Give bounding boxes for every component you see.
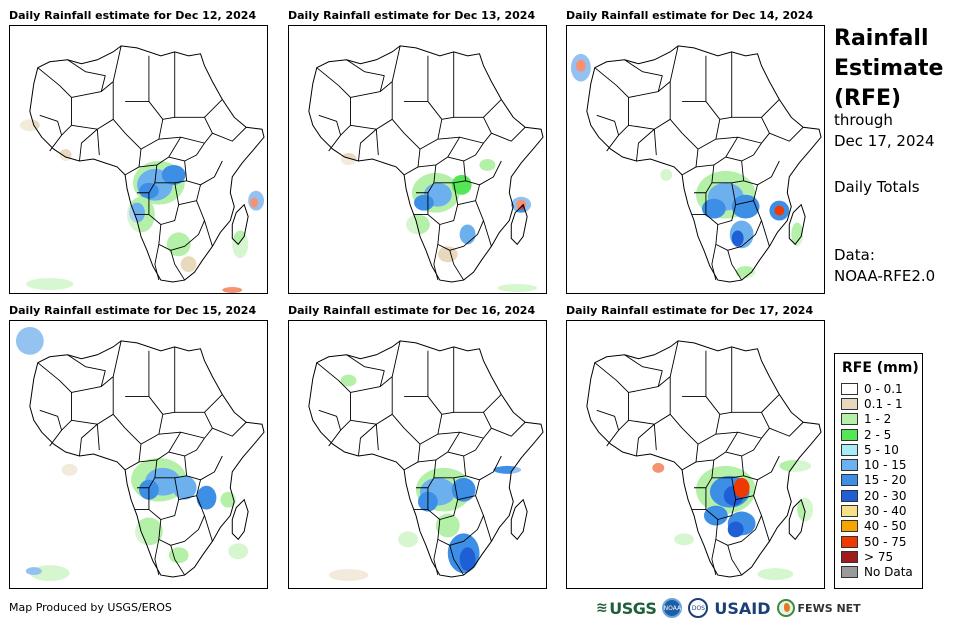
africa-coastline bbox=[586, 45, 822, 283]
legend-item: No Data bbox=[841, 565, 922, 580]
legend-item: > 75 bbox=[841, 549, 922, 564]
country-borders bbox=[316, 45, 526, 281]
panel-title-dec15: Daily Rainfall estimate for Dec 15, 2024 bbox=[9, 304, 257, 317]
legend-swatch bbox=[841, 489, 858, 502]
legend-swatch bbox=[841, 520, 858, 533]
fews-net-logo: FEWS NET bbox=[776, 599, 861, 617]
sidebar-title: Rainfall Estimate (RFE) bbox=[834, 24, 943, 114]
legend-label: 50 - 75 bbox=[864, 534, 907, 549]
legend-label: 40 - 50 bbox=[864, 519, 907, 534]
sidebar-title-line-2: Estimate bbox=[834, 56, 944, 81]
panel-title-dec12: Daily Rainfall estimate for Dec 12, 2024 bbox=[9, 9, 257, 22]
madagascar-coastline bbox=[231, 498, 249, 541]
legend-label: 20 - 30 bbox=[864, 488, 907, 503]
legend-swatch bbox=[841, 550, 858, 563]
legend-swatch bbox=[841, 505, 858, 518]
fews-logo-text: FEWS NET bbox=[797, 601, 861, 615]
africa-coastline bbox=[29, 340, 265, 578]
sidebar-title-line-1: Rainfall bbox=[834, 26, 929, 51]
madagascar-coastline bbox=[231, 203, 249, 246]
sidebar-totals-label: Daily Totals bbox=[834, 178, 920, 196]
map-dec12 bbox=[9, 25, 268, 294]
country-borders bbox=[316, 340, 526, 576]
fews-globe-icon bbox=[776, 599, 795, 617]
dos-logo-text: DOS bbox=[691, 604, 705, 612]
country-borders bbox=[37, 340, 247, 576]
legend-label: No Data bbox=[864, 565, 913, 580]
africa-land bbox=[586, 340, 822, 578]
panel-title-dec14: Daily Rainfall estimate for Dec 14, 2024 bbox=[566, 9, 814, 22]
legend-swatch bbox=[841, 459, 858, 472]
usgs-logo-text: USGS bbox=[609, 598, 657, 618]
africa-coastline bbox=[29, 45, 265, 283]
usgs-logo: ≋ USGS bbox=[596, 598, 657, 618]
africa-land bbox=[308, 45, 544, 283]
footer-credit: Map Produced by USGS/EROS bbox=[9, 601, 172, 614]
legend-label: 0.1 - 1 bbox=[864, 396, 903, 411]
map-dec13 bbox=[288, 25, 547, 294]
legend-swatch bbox=[841, 428, 858, 441]
sidebar-through-label: through bbox=[834, 111, 893, 129]
legend-item: 5 - 10 bbox=[841, 442, 922, 457]
africa-coastline bbox=[308, 45, 544, 283]
legend-swatch bbox=[841, 474, 858, 487]
legend-swatch bbox=[841, 397, 858, 410]
legend-item: 0 - 0.1 bbox=[841, 381, 922, 396]
madagascar-coastline bbox=[788, 498, 806, 541]
partner-logos: ≋ USGS NOAA DOS USAID FEWS NET bbox=[596, 597, 861, 619]
legend-item: 30 - 40 bbox=[841, 503, 922, 518]
legend-label: 5 - 10 bbox=[864, 442, 899, 457]
country-borders bbox=[37, 45, 247, 281]
sidebar-title-line-3: (RFE) bbox=[834, 86, 902, 111]
sidebar-data-label: Data: bbox=[834, 246, 875, 264]
legend-item: 40 - 50 bbox=[841, 519, 922, 534]
legend-label: 0 - 0.1 bbox=[864, 381, 903, 396]
legend-swatch bbox=[841, 382, 858, 395]
legend-item: 0.1 - 1 bbox=[841, 396, 922, 411]
sidebar-through-date: Dec 17, 2024 bbox=[834, 132, 935, 150]
madagascar-coastline bbox=[510, 203, 528, 246]
legend-item: 10 - 15 bbox=[841, 457, 922, 472]
legend-swatch bbox=[841, 566, 858, 579]
map-dec16 bbox=[288, 320, 547, 589]
legend-label: 1 - 2 bbox=[864, 412, 892, 427]
legend-label: > 75 bbox=[864, 549, 894, 564]
africa-land bbox=[586, 45, 822, 283]
noaa-logo: NOAA bbox=[662, 598, 683, 618]
legend-item: 20 - 30 bbox=[841, 488, 922, 503]
panel-title-dec17: Daily Rainfall estimate for Dec 17, 2024 bbox=[566, 304, 814, 317]
noaa-logo-text: NOAA bbox=[663, 604, 682, 612]
map-dec17 bbox=[566, 320, 825, 589]
legend-item: 15 - 20 bbox=[841, 473, 922, 488]
panel-title-dec13: Daily Rainfall estimate for Dec 13, 2024 bbox=[288, 9, 536, 22]
africa-coastline bbox=[308, 340, 544, 578]
legend-swatch bbox=[841, 413, 858, 426]
panel-title-dec16: Daily Rainfall estimate for Dec 16, 2024 bbox=[288, 304, 536, 317]
africa-coastline bbox=[586, 340, 822, 578]
legend-label: 2 - 5 bbox=[864, 427, 892, 442]
map-dec14 bbox=[566, 25, 825, 294]
madagascar-coastline bbox=[510, 498, 528, 541]
dos-seal-logo: DOS bbox=[688, 598, 709, 618]
legend-item: 50 - 75 bbox=[841, 534, 922, 549]
country-borders bbox=[594, 45, 804, 281]
usaid-logo: USAID bbox=[714, 598, 771, 618]
legend-item: 1 - 2 bbox=[841, 412, 922, 427]
sidebar-data-source: NOAA-RFE2.0 bbox=[834, 267, 936, 285]
legend-label: 10 - 15 bbox=[864, 458, 907, 473]
legend-label: 30 - 40 bbox=[864, 504, 907, 519]
map-dec15 bbox=[9, 320, 268, 589]
legend-swatch bbox=[841, 443, 858, 456]
legend-item: 2 - 5 bbox=[841, 427, 922, 442]
legend-swatch bbox=[841, 535, 858, 548]
legend-label: 15 - 20 bbox=[864, 473, 907, 488]
legend-title: RFE (mm) bbox=[842, 360, 919, 376]
usgs-waves-icon: ≋ bbox=[596, 600, 608, 616]
madagascar-coastline bbox=[788, 203, 806, 246]
